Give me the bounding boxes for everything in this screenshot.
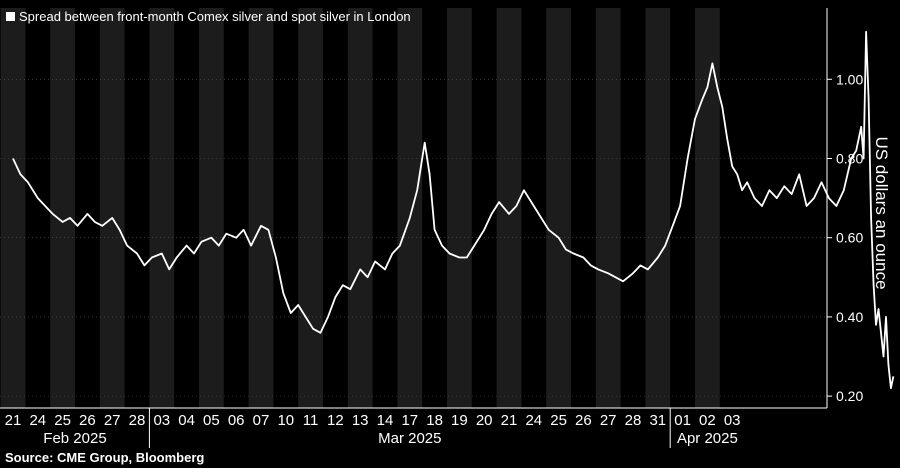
y-ticks: 0.20 0.40 0.60 0.80 1.00: [827, 71, 863, 404]
x-ticks: 21 24 25 26 27 28 03 04 05 06 07 10 11 12 13 14 17 18 19 20…: [5, 412, 741, 429]
shaded-band: [447, 8, 472, 408]
y-tick-label: 0.40: [836, 309, 863, 325]
y-tick-label: 0.80: [836, 150, 863, 166]
x-tick-label: 04: [178, 412, 195, 429]
source-note: Source: CME Group, Bloomberg: [5, 450, 205, 465]
series-line: [12, 30, 895, 390]
x-tick-label: 17: [401, 412, 418, 429]
legend: Spread between front-month Comex silver …: [6, 9, 411, 24]
shaded-band: [496, 8, 522, 408]
x-tick-label: 21: [501, 412, 518, 429]
x-tick-label: 24: [29, 412, 46, 429]
x-tick-label: 26: [79, 412, 96, 429]
x-tick-label: 20: [476, 412, 493, 429]
x-tick-label: 18: [426, 412, 443, 429]
shaded-band: [595, 8, 621, 408]
x-tick-label: 07: [253, 412, 270, 429]
y-tick-label: 1.00: [836, 71, 863, 87]
x-tick-label: 31: [649, 412, 666, 429]
shaded-band: [99, 8, 125, 408]
x-tick-label: 25: [550, 412, 567, 429]
x-tick-label: 10: [277, 412, 294, 429]
shaded-band: [0, 8, 26, 408]
month-label: Apr 2025: [677, 430, 738, 447]
x-tick-label: 19: [451, 412, 468, 429]
x-tick-label: 27: [600, 412, 617, 429]
shaded-band: [546, 8, 571, 408]
month-labels: Feb 2025 Mar 2025 Apr 2025: [43, 408, 738, 448]
x-tick-label: 21: [5, 412, 22, 429]
shaded-band: [347, 8, 373, 408]
shaded-band: [397, 8, 423, 408]
x-tick-label: 02: [699, 412, 716, 429]
legend-swatch: [6, 12, 15, 21]
x-tick-label: 03: [153, 412, 170, 429]
y-tick-label: 0.60: [836, 230, 863, 246]
x-tick-label: 06: [228, 412, 245, 429]
shaded-band: [199, 8, 224, 408]
x-tick-label: 26: [575, 412, 592, 429]
x-tick-label: 27: [104, 412, 121, 429]
y-tick-label: 0.20: [836, 388, 863, 404]
month-label: Mar 2025: [378, 430, 441, 447]
x-tick-label: 25: [54, 412, 71, 429]
x-tick-label: 13: [352, 412, 369, 429]
shaded-band: [50, 8, 75, 408]
x-tick-label: 12: [327, 412, 344, 429]
x-tick-label: 01: [674, 412, 691, 429]
month-label: Feb 2025: [43, 430, 106, 447]
legend-label: Spread between front-month Comex silver …: [19, 9, 411, 24]
x-tick-label: 11: [303, 412, 319, 429]
x-tick-label: 24: [525, 412, 542, 429]
shaded-band: [149, 8, 175, 408]
y-axis-label: US dollars an ounce: [872, 136, 891, 290]
x-tick-label: 28: [625, 412, 642, 429]
shaded-band: [645, 8, 671, 408]
shaded-band: [695, 8, 720, 408]
x-tick-label: 03: [724, 412, 741, 429]
shaded-bands: [0, 8, 720, 408]
shaded-band: [248, 8, 274, 408]
x-tick-label: 14: [377, 412, 394, 429]
x-tick-label: 28: [129, 412, 146, 429]
shaded-band: [298, 8, 323, 408]
x-tick-label: 05: [203, 412, 220, 429]
